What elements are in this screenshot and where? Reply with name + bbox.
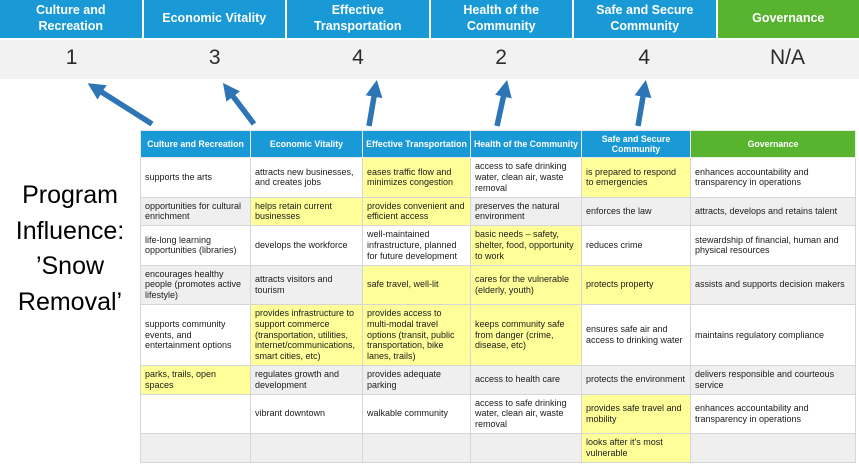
matrix-cell: provides adequate parking: [362, 364, 471, 395]
summary-score-1: 3: [208, 46, 221, 69]
matrix-header-4: Safe and Secure Community: [581, 129, 691, 159]
matrix-header-1: Economic Vitality: [250, 129, 363, 159]
matrix-header-row: Culture and Recreation Economic Vitality E…: [140, 129, 856, 159]
influence-arrow: [222, 82, 257, 126]
matrix-cell-highlighted: provides infrastructure to support comme…: [250, 303, 363, 366]
matrix-cell: access to safe drinking water, clean air…: [470, 393, 582, 434]
summary-score-4: 4: [638, 46, 651, 69]
matrix-cell: [470, 432, 582, 463]
table-row: supports the arts attracts new businesses…: [140, 157, 856, 198]
matrix-cell-highlighted: basic needs – safety, shelter, food, opp…: [470, 225, 582, 266]
matrix-cell: [362, 432, 471, 463]
table-row: encourages healthy people (promotes acti…: [140, 264, 856, 305]
matrix-cell: delivers responsible and courteous servi…: [690, 364, 856, 395]
matrix-cell: ensures safe air and access to drinking …: [581, 303, 691, 366]
matrix-cell-highlighted: parks, trails, open spaces: [140, 364, 251, 395]
matrix-cell: enhances accountability and transparency…: [690, 393, 856, 434]
matrix-cell: life-long learning opportunities (librar…: [140, 225, 251, 266]
matrix-cell: supports community events, and entertain…: [140, 303, 251, 366]
table-row: parks, trails, open spaces regulates grow…: [140, 364, 856, 395]
page-title: Program Influence: ’Snow Removal’: [15, 181, 125, 316]
matrix-cell: supports the arts: [140, 157, 251, 198]
matrix-header-5: Governance: [690, 129, 856, 159]
table-row: opportunities for cultural enrichment hel…: [140, 196, 856, 227]
summary-score-row: 1 3 4 2 4 N/A: [0, 40, 859, 79]
matrix-header-3: Health of the Community: [470, 129, 582, 159]
matrix-cell-highlighted: provides safe travel and mobility: [581, 393, 691, 434]
influence-arrow: [87, 83, 154, 127]
matrix-cell-highlighted: looks after it's most vulnerable: [581, 432, 691, 463]
matrix-cell-highlighted: safe travel, well-lit: [362, 264, 471, 305]
matrix-cell-highlighted: protects property: [581, 264, 691, 305]
matrix-cell: attracts visitors and tourism: [250, 264, 363, 305]
matrix-cell: walkable community: [362, 393, 471, 434]
matrix-cell: [250, 432, 363, 463]
summary-header-1: Economic Vitality: [143, 0, 285, 38]
matrix-cell: opportunities for cultural enrichment: [140, 196, 251, 227]
summary-header-0: Culture and Recreation: [0, 0, 142, 38]
matrix-cell: [140, 393, 251, 434]
summary-score-3: 2: [495, 46, 507, 69]
influence-arrow: [494, 80, 512, 127]
summary-band: Culture and Recreation Economic Vitality E…: [0, 0, 859, 79]
matrix-body: supports the arts attracts new businesses…: [140, 157, 856, 463]
matrix-cell: attracts new businesses, and creates job…: [250, 157, 363, 198]
summary-score-0: 1: [65, 46, 78, 69]
matrix-header-2: Effective Transportation: [362, 129, 471, 159]
influence-arrow: [365, 79, 383, 127]
matrix-cell-highlighted: helps retain current businesses: [250, 196, 363, 227]
matrix-cell: preserves the natural environment: [470, 196, 582, 227]
matrix-cell: regulates growth and development: [250, 364, 363, 395]
matrix-cell-highlighted: cares for the vulnerable (elderly, youth…: [470, 264, 582, 305]
summary-header-5: Governance: [717, 0, 859, 38]
matrix-cell: encourages healthy people (promotes acti…: [140, 264, 251, 305]
matrix-cell: vibrant downtown: [250, 393, 363, 434]
summary-score-2: 4: [352, 46, 364, 69]
matrix-cell-highlighted: provides convenient and efficient access: [362, 196, 471, 227]
table-row: vibrant downtown walkable community access…: [140, 393, 856, 434]
matrix-cell: attracts, develops and retains talent: [690, 196, 856, 227]
matrix-cell-highlighted: provides access to multi-modal travel op…: [362, 303, 471, 366]
table-row: supports community events, and entertain…: [140, 303, 856, 366]
matrix-cell: protects the environment: [581, 364, 691, 395]
summary-header-2: Effective Transportation: [287, 0, 429, 38]
matrix-cell-highlighted: eases traffic flow and minimizes congest…: [362, 157, 471, 198]
table-row: life-long learning opportunities (librar…: [140, 225, 856, 266]
matrix-cell-highlighted: keeps community safe from danger (crime,…: [470, 303, 582, 366]
summary-header-row: Culture and Recreation Economic Vitality E…: [0, 0, 859, 38]
matrix-cell: access to safe drinking water, clean air…: [470, 157, 582, 198]
matrix-cell: enhances accountability and transparency…: [690, 157, 856, 198]
matrix-cell: [140, 432, 251, 463]
matrix-cell: reduces crime: [581, 225, 691, 266]
influence-arrows: [87, 79, 652, 127]
influence-matrix: Culture and Recreation Economic Vitality E…: [140, 129, 856, 463]
matrix-cell: develops the workforce: [250, 225, 363, 266]
summary-score-5: N/A: [769, 46, 805, 69]
table-row: looks after it's most vulnerable: [140, 432, 856, 463]
summary-header-3: Health of the Community: [430, 0, 572, 38]
matrix-cell-highlighted: is prepared to respond to emergencies: [581, 157, 691, 198]
matrix-cell: assists and supports decision makers: [690, 264, 856, 305]
matrix-cell: [690, 432, 856, 463]
summary-header-4: Safe and Secure Community: [574, 0, 716, 38]
matrix-cell: stewardship of financial, human and phys…: [690, 225, 856, 266]
matrix-cell: well-maintained infrastructure, planned …: [362, 225, 471, 266]
matrix-cell: maintains regulatory compliance: [690, 303, 856, 366]
matrix-header-0: Culture and Recreation: [140, 129, 251, 159]
influence-arrow: [634, 79, 652, 127]
matrix-cell: access to health care: [470, 364, 582, 395]
matrix-cell: enforces the law: [581, 196, 691, 227]
